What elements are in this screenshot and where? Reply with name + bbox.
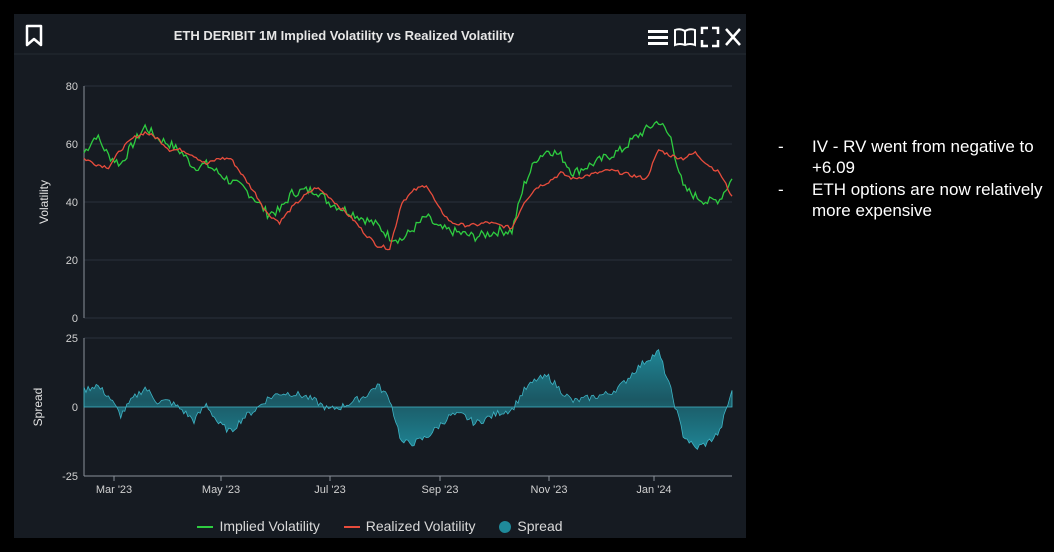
x-tick-label: Nov '23 (531, 484, 568, 496)
note-item: - IV - RV went from negative to +6.09 (776, 136, 1046, 178)
x-tick-label: Jul '23 (314, 484, 345, 496)
y-tick-label: 25 (66, 333, 78, 345)
y-tick-label: 40 (66, 197, 78, 209)
y-axis-title: Volatility (37, 180, 51, 224)
x-tick-label: Mar '23 (96, 484, 132, 496)
note-text: ETH options are now relatively more expe… (812, 180, 1043, 220)
menu-icon[interactable] (647, 28, 669, 51)
book-open-icon[interactable] (673, 26, 697, 53)
y-tick-label: 0 (72, 313, 78, 325)
legend-label-spread: Spread (517, 518, 563, 534)
legend-item-spread[interactable]: Spread (499, 518, 563, 534)
y-tick-label: 80 (66, 81, 78, 93)
legend-item-realized[interactable]: Realized Volatility (343, 518, 476, 534)
x-tick-label: Jan '24 (636, 484, 671, 496)
legend-swatch-spread (499, 521, 512, 534)
x-tick-label: Sep '23 (422, 484, 459, 496)
y-tick-label: -25 (62, 471, 78, 483)
fullscreen-icon[interactable] (700, 26, 720, 53)
legend-label-realized: Realized Volatility (365, 518, 476, 534)
realized-volatility-line (83, 130, 733, 251)
chart-title: ETH DERIBIT 1M Implied Volatility vs Rea… (173, 28, 515, 43)
note-dash: - (778, 180, 784, 199)
y-tick-label: 60 (66, 139, 78, 151)
spread-area (83, 349, 733, 450)
y-tick-label: 0 (72, 402, 78, 414)
chart-legend: Implied Volatility Realized Volatility S… (14, 518, 746, 534)
chart-canvas: 0 20 40 60 80 Volatility -25 0 25 Spread Mar '23 Ma… (14, 53, 746, 496)
legend-swatch-implied (197, 526, 214, 529)
y-axis-title: Spread (31, 388, 45, 427)
implied-volatility-line (83, 120, 733, 245)
x-tick-label: May '23 (202, 484, 240, 496)
note-item: - ETH options are now relatively more ex… (776, 179, 1046, 221)
legend-swatch-realized (343, 526, 360, 529)
legend-label-implied: Implied Volatility (219, 518, 320, 534)
bookmark-icon[interactable] (24, 24, 44, 53)
legend-item-implied[interactable]: Implied Volatility (197, 518, 320, 534)
chart-panel: 0 20 40 60 80 Volatility -25 0 25 Spread Mar '23 Ma… (14, 14, 746, 538)
note-text: IV - RV went from negative to +6.09 (812, 137, 1034, 177)
y-tick-label: 20 (66, 255, 78, 267)
close-icon[interactable] (723, 26, 743, 53)
notes-panel: - IV - RV went from negative to +6.09 - … (776, 136, 1046, 222)
note-dash: - (778, 137, 784, 156)
